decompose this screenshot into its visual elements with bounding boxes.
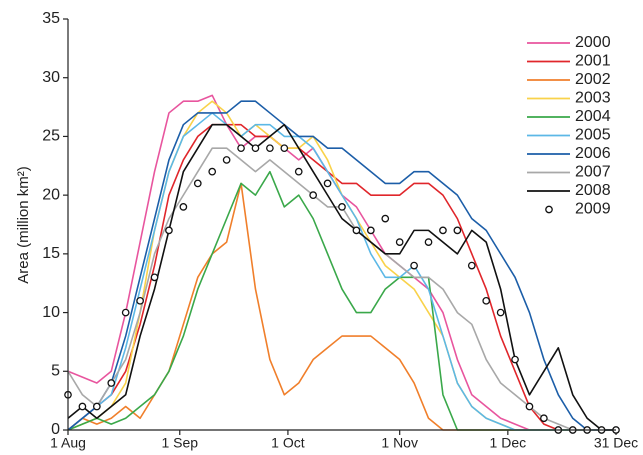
- x-tick-label: 1 Nov: [381, 435, 418, 451]
- marker: [496, 308, 505, 317]
- marker: [121, 308, 130, 317]
- line-series: [67, 100, 616, 431]
- y-tick-label: 5: [51, 363, 60, 380]
- marker: [179, 203, 188, 211]
- marker: [395, 238, 404, 246]
- legend-label: 2000: [575, 34, 611, 51]
- marker: [150, 273, 159, 282]
- y-tick-label: 15: [42, 245, 60, 262]
- y-tick-label: 25: [42, 128, 60, 145]
- marker: [381, 214, 390, 223]
- legend-label: 2002: [575, 71, 611, 88]
- marker: [482, 296, 491, 305]
- legend-label: 2007: [575, 164, 611, 181]
- marker: [136, 296, 144, 305]
- x-tick-label: 1 Aug: [50, 435, 86, 451]
- legend-label: 2009: [575, 201, 611, 218]
- marker: [208, 167, 217, 176]
- marker: [251, 144, 260, 153]
- line-series: [67, 123, 616, 431]
- line-series: [67, 123, 616, 431]
- legend-label: 2003: [575, 90, 611, 107]
- marker: [424, 238, 433, 246]
- marker: [266, 144, 274, 153]
- marker: [280, 144, 289, 153]
- marker: [193, 179, 202, 188]
- legend-label: 2008: [575, 182, 611, 199]
- marker: [323, 179, 332, 188]
- marker: [338, 203, 346, 211]
- marker: [165, 226, 173, 235]
- y-tick-label: 35: [42, 10, 60, 27]
- marker: [294, 167, 303, 176]
- line-series: [67, 182, 616, 431]
- marker: [410, 261, 418, 270]
- marker: [237, 144, 245, 153]
- x-tick-label: 31 Dec: [594, 435, 638, 451]
- line-series: [67, 100, 616, 431]
- marker: [366, 226, 375, 235]
- legend-label: 2001: [575, 53, 611, 70]
- y-axis-label: Area (million km²): [15, 166, 32, 284]
- y-tick-label: 0: [51, 421, 60, 438]
- x-tick-label: 1 Dec: [490, 435, 527, 451]
- legend-label: 2004: [575, 108, 611, 125]
- x-tick-label: 1 Oct: [271, 435, 305, 451]
- y-tick-label: 30: [42, 69, 60, 86]
- marker: [439, 226, 447, 235]
- marker: [467, 261, 476, 270]
- marker: [107, 379, 116, 387]
- line-series: [67, 94, 616, 431]
- legend-label: 2006: [575, 145, 611, 162]
- marker: [309, 191, 318, 199]
- legend-label: 2005: [575, 127, 611, 144]
- y-tick-label: 20: [42, 186, 60, 203]
- marker: [222, 156, 231, 164]
- marker: [453, 226, 462, 235]
- x-tick-label: 1 Sep: [161, 435, 198, 451]
- y-tick-label: 10: [42, 304, 60, 321]
- marker: [540, 414, 548, 423]
- marker: [511, 355, 519, 364]
- marker: [525, 402, 534, 411]
- marker: [78, 402, 87, 411]
- marker: [92, 402, 101, 411]
- marker: [352, 226, 361, 235]
- legend-marker: [545, 205, 553, 214]
